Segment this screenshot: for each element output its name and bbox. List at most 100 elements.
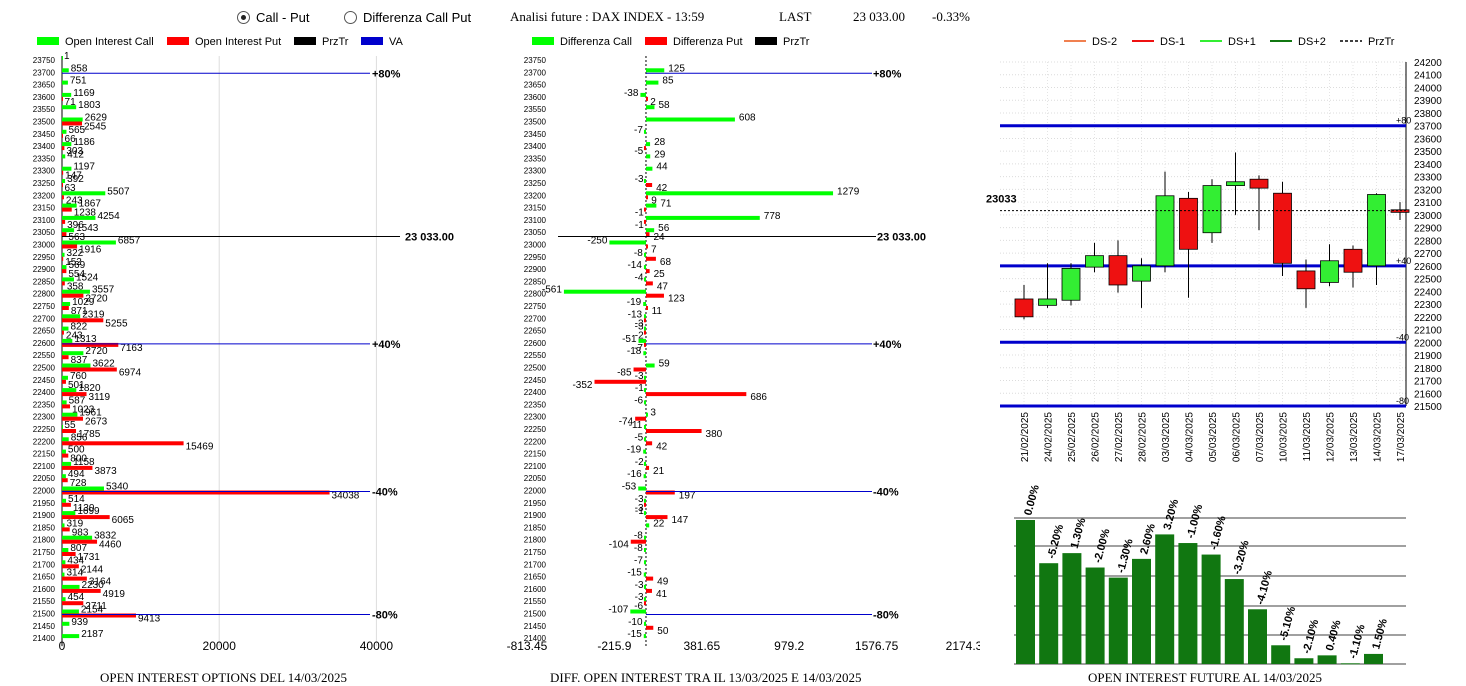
date-label: 14/03/2025 (1373, 412, 1384, 462)
call-value: 807 (70, 543, 87, 554)
diff-put-value: 25 (654, 269, 666, 280)
call-value: 1186 (73, 137, 95, 148)
diff-put-value: 41 (656, 589, 668, 600)
level-label: -80 (1396, 396, 1409, 406)
strike-label: 22100 (524, 462, 547, 471)
y-tick-label: 24100 (1414, 71, 1442, 82)
radio-call-put-dot[interactable] (237, 11, 250, 24)
y-tick-label: 22400 (1414, 287, 1442, 298)
diff-put-bar (645, 625, 654, 630)
diff-call-value: -11 (629, 420, 643, 431)
put-bar (62, 318, 104, 323)
diff-call-bar (643, 302, 646, 306)
legend-swatch (361, 37, 383, 45)
call-value: 3832 (94, 531, 117, 542)
put-bar (62, 269, 67, 274)
put-value: 9413 (138, 614, 161, 625)
put-bar (62, 244, 78, 249)
diff-put-bar (645, 576, 654, 581)
candle-body (1108, 255, 1128, 286)
level-label: +80% (372, 68, 401, 80)
diff-call-value: -6 (634, 395, 643, 406)
call-value: 2154 (81, 605, 104, 616)
diff-put-bar (645, 269, 650, 274)
put-bar (62, 429, 77, 433)
strike-label: 23000 (524, 241, 547, 250)
diff-put-bar (645, 429, 702, 433)
diff-call-value: 608 (739, 113, 756, 124)
call-bar (62, 277, 74, 282)
y-tick-label: 22500 (1414, 275, 1442, 286)
strike-label: 23100 (524, 216, 547, 225)
candle-body (1014, 298, 1034, 318)
oi-bar (1340, 663, 1360, 665)
call-bar (62, 363, 91, 368)
call-value: 1313 (74, 334, 97, 345)
call-bar (62, 609, 79, 614)
level-label: +40% (873, 339, 902, 351)
diff-call-value: -15 (627, 568, 642, 579)
date-label: 21/02/2025 (1020, 412, 1031, 462)
diff-call-value: -3 (635, 494, 644, 505)
diff-call-value: -15 (627, 629, 642, 640)
call-bar (62, 486, 104, 491)
put-value: 728 (70, 478, 87, 489)
date-label: 06/03/2025 (1232, 412, 1243, 462)
diff-call-bar (643, 277, 646, 282)
date-label: 12/03/2025 (1326, 412, 1337, 462)
diff-call-bar (645, 228, 655, 233)
date-label: 13/03/2025 (1349, 412, 1360, 462)
diff-call-value: 125 (668, 63, 685, 74)
call-value: 1543 (76, 223, 99, 234)
call-bar (62, 351, 84, 356)
diff-call-bar (643, 548, 646, 552)
call-value: 1803 (78, 100, 101, 111)
put-bar (62, 539, 98, 544)
level-label: +80% (873, 68, 902, 80)
diff-call-value: -3 (635, 322, 644, 333)
radio-call-put[interactable]: Call - Put (237, 10, 309, 25)
oi-bar (1085, 567, 1105, 664)
call-bar (62, 634, 80, 639)
put-value: 4460 (99, 540, 122, 551)
strike-label: 22250 (33, 425, 56, 434)
strike-label: 22800 (524, 290, 547, 299)
price-label: 23033 (986, 194, 1017, 206)
diff-call-bar (645, 142, 651, 147)
oi-bar (1132, 558, 1151, 664)
put-value: 34038 (332, 491, 360, 502)
diff-call-bar (643, 474, 646, 479)
put-value: 243 (66, 195, 83, 206)
y-tick-label: 23200 (1414, 185, 1442, 196)
level-label: +80 (1396, 116, 1411, 126)
radio-diff[interactable]: Differenza Call Put (344, 10, 471, 25)
put-bar (62, 96, 63, 101)
diff-put-bar (645, 183, 653, 187)
strike-label: 21500 (524, 610, 547, 619)
diff-put-value: 7 (651, 245, 657, 256)
y-tick-label: 22600 (1414, 262, 1442, 273)
candle-body (1367, 194, 1386, 267)
put-bar (62, 146, 65, 151)
call-bar (62, 461, 72, 466)
diff-call-bar (638, 338, 646, 343)
put-value: 871 (71, 306, 88, 317)
diff-put-value: -352 (572, 380, 592, 391)
diff-call-value: 3 (650, 408, 656, 419)
diff-put-value: 686 (750, 392, 767, 403)
call-bar (62, 535, 93, 540)
diff-call-bar (645, 215, 760, 220)
strike-label: 23300 (33, 167, 56, 176)
put-bar (62, 478, 68, 483)
diff-call-bar (643, 375, 646, 380)
strike-label: 21750 (33, 548, 56, 557)
x-tick-label: -813.45 (507, 639, 548, 653)
call-bar (62, 252, 65, 257)
strike-label: 22350 (524, 400, 547, 409)
candle-body (1320, 260, 1339, 283)
diff-call-value: -38 (624, 88, 639, 99)
call-value: 5340 (106, 482, 129, 493)
put-bar (62, 256, 64, 261)
radio-diff-dot[interactable] (344, 11, 357, 24)
oi-bar-label: 0.00% (1022, 483, 1042, 516)
